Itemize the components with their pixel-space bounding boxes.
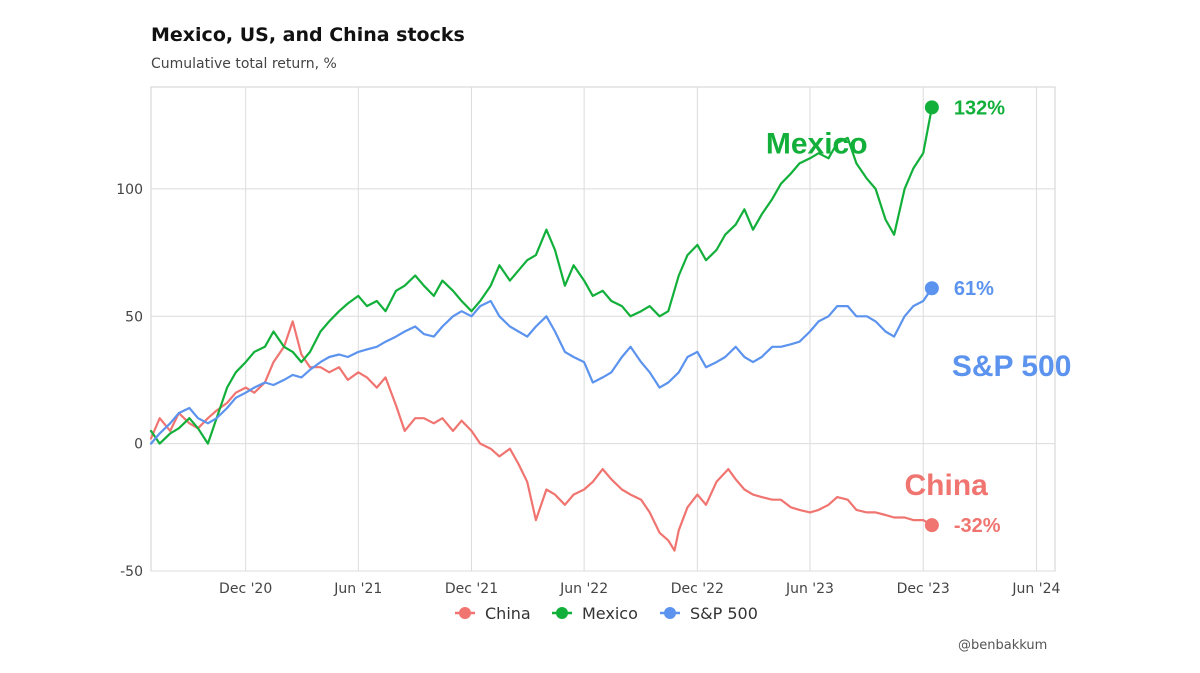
x-tick-label: Dec '21	[445, 581, 498, 597]
x-tick-label: Jun '23	[785, 581, 834, 597]
legend-label: S&P 500	[690, 604, 758, 623]
y-axis-ticks: -50 0 50 100	[116, 182, 143, 580]
legend-marker	[459, 607, 471, 619]
x-tick-label: Dec '20	[219, 581, 272, 597]
y-tick-label: 50	[125, 309, 143, 325]
series-line-mexico	[149, 106, 933, 445]
legend-item-china: China	[455, 604, 531, 623]
x-tick-label: Dec '22	[671, 581, 724, 597]
series-line-s-p-500	[149, 287, 933, 445]
end-point-china	[924, 518, 939, 533]
x-tick-label: Dec '23	[897, 581, 950, 597]
legend-label: Mexico	[582, 604, 638, 623]
legend-item-mexico: Mexico	[552, 604, 638, 623]
legend-item-s-p-500: S&P 500	[660, 604, 758, 623]
end-value-label-mexico: 132%	[954, 97, 1005, 119]
legend-label: China	[485, 604, 531, 623]
chart-subtitle: Cumulative total return, %	[151, 56, 337, 72]
series-lines	[149, 106, 933, 552]
legend-marker	[664, 607, 676, 619]
series-line-china	[149, 320, 933, 552]
y-tick-label: 0	[134, 437, 143, 453]
series-annotation-china: China	[905, 469, 989, 502]
x-tick-label: Jun '21	[333, 581, 382, 597]
end-value-label-china: -32%	[954, 515, 1001, 537]
end-value-label-s-p-500: 61%	[954, 278, 994, 300]
legend-marker	[556, 607, 568, 619]
series-annotation-s-p-500: S&P 500	[952, 350, 1072, 383]
legend: China Mexico S&P 500	[455, 604, 758, 623]
end-point-mexico	[924, 100, 939, 115]
y-tick-label: -50	[120, 564, 143, 580]
chart-title: Mexico, US, and China stocks	[151, 24, 465, 46]
series-annotation-mexico: Mexico	[766, 127, 868, 160]
x-tick-label: Jun '22	[559, 581, 608, 597]
author-credit: @benbakkum	[958, 638, 1048, 653]
series-annotations: -32% China 132% Mexico 61% S&P 500	[766, 97, 1072, 537]
y-tick-label: 100	[116, 182, 143, 198]
end-point-s-p-500	[924, 281, 939, 296]
x-tick-label: Jun '24	[1011, 581, 1060, 597]
x-axis-ticks: Dec '20 Jun '21 Dec '21 Jun '22 Dec '22 Jun '…	[219, 581, 1060, 597]
